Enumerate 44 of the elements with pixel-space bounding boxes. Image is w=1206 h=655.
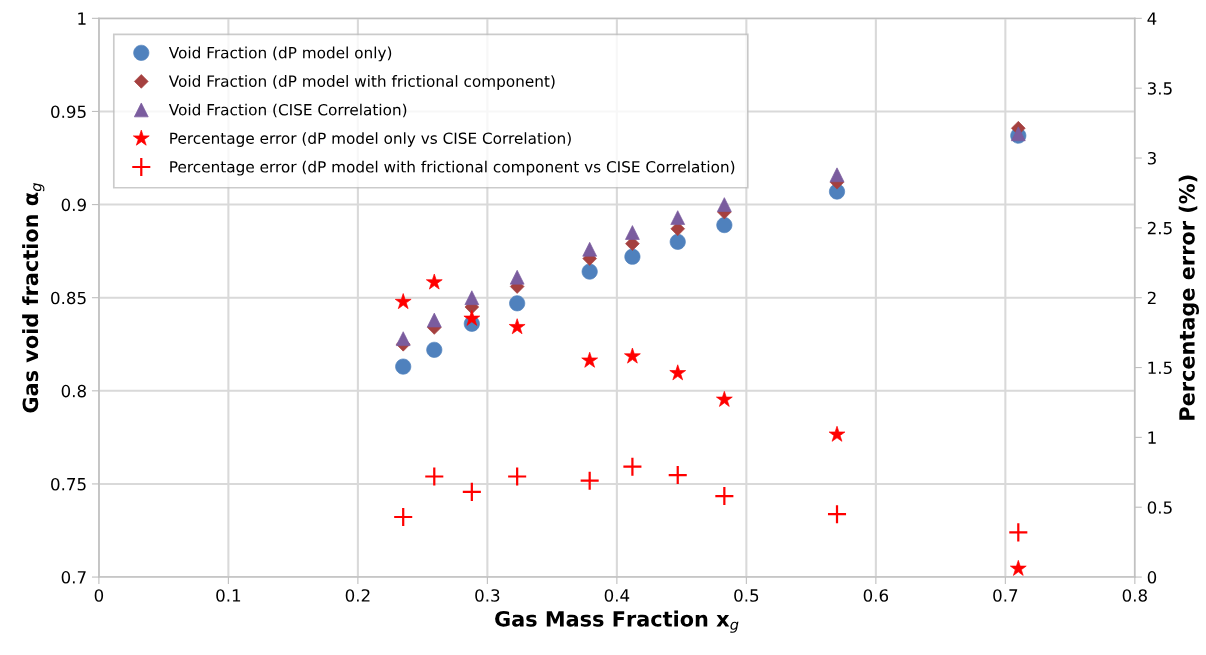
- y2-tick-label: 3: [1147, 151, 1156, 165]
- x-tick-label: 0.2: [345, 589, 370, 602]
- point: [667, 464, 688, 486]
- legend-label: Void Fraction (dP model only): [168, 46, 392, 62]
- point: [393, 506, 414, 528]
- y2-axis-title: Percentage error (%): [1178, 175, 1200, 420]
- y-tick-label: 0.8: [61, 384, 86, 398]
- y2-tick-label: 1.5: [1148, 361, 1172, 375]
- point: [579, 470, 600, 491]
- y-tick-label: 0.95: [51, 105, 86, 119]
- y2-tick-label: 2.5: [1147, 221, 1172, 235]
- y2-tick-label: 2: [1147, 291, 1156, 305]
- x-tick-label: 0.6: [863, 589, 889, 602]
- y-tick-label: 1: [78, 12, 86, 25]
- x-tick-label: 0.3: [475, 589, 500, 602]
- point: [622, 456, 643, 477]
- y-tick-label: 0.9: [61, 198, 86, 212]
- x-axis-title: Gas Mass Fraction x$_{g}$: [495, 610, 739, 633]
- x-tick-label: 0.1: [216, 589, 241, 602]
- x-tick-label: 0.4: [604, 589, 630, 602]
- y2-tick-label: 0.5: [1147, 501, 1172, 514]
- y-axis-title: Gas void fraction α$_{g}$: [22, 183, 45, 413]
- point: [714, 485, 735, 507]
- y-tick-label: 0.75: [51, 477, 86, 491]
- y-tick-label: 0.7: [61, 571, 86, 584]
- point: [507, 466, 528, 487]
- x-tick-label: 0.7: [993, 589, 1018, 602]
- y-tick-label: 0.85: [51, 291, 86, 305]
- x-tick-label: 0: [94, 589, 104, 602]
- point: [1008, 522, 1029, 543]
- y2-tick-label: 1: [1148, 431, 1156, 444]
- point: [461, 481, 482, 502]
- legend-label: Percentage error (dP model with frictional component vs CISE Correlation): [170, 160, 735, 176]
- legend-label: Percentage error (dP model only vs CISE Correlation): [170, 132, 571, 147]
- point: [670, 210, 686, 225]
- x-tick-label: 0.8: [1122, 589, 1147, 602]
- legend-label: Void Fraction (dP model with frictional component): [168, 75, 555, 90]
- x-tick-label: 0.5: [734, 589, 759, 602]
- y2-tick-label: 4: [1147, 12, 1157, 25]
- point: [424, 466, 445, 487]
- y2-tick-label: 3.5: [1147, 82, 1172, 95]
- point: [826, 504, 848, 525]
- legend-label: Void Fraction (CISE Correlation): [168, 103, 407, 118]
- y2-tick-label: 0: [1147, 571, 1157, 584]
